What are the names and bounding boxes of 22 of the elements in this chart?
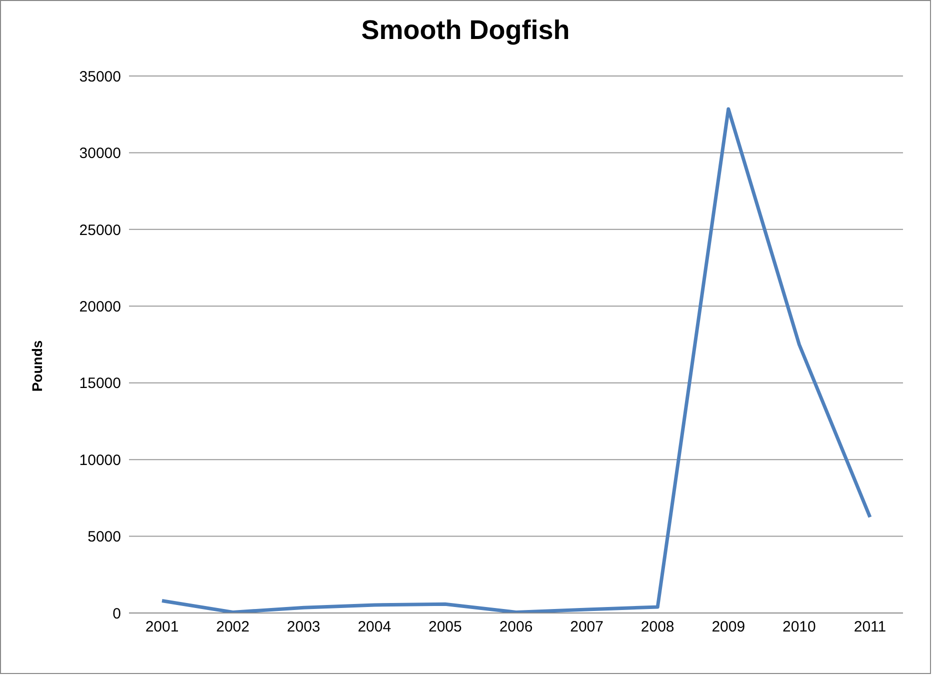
y-tick-label: 25000: [79, 222, 121, 239]
x-tick-label: 2011: [854, 618, 886, 636]
chart-title: Smooth Dogfish: [360, 15, 571, 46]
x-tick-label: 2009: [712, 618, 746, 636]
y-tick-label: 0: [112, 605, 121, 622]
line-series: [160, 107, 872, 613]
y-tick-label: 35000: [79, 68, 121, 86]
y-tick-label: 5000: [88, 528, 121, 546]
x-tick-label: 2004: [358, 618, 392, 636]
x-tick-label: 2008: [640, 618, 674, 636]
y-axis-title: Pounds: [29, 340, 45, 392]
x-tick-label: 2010: [782, 618, 816, 636]
x-tick-label: 2005: [428, 618, 462, 636]
x-tick-label: 2007: [570, 618, 604, 636]
y-tick-label: 20000: [79, 298, 121, 316]
x-tick-label: 2006: [499, 618, 533, 636]
y-tick-label: 10000: [79, 452, 121, 469]
x-tick-label: 2003: [286, 618, 320, 636]
y-tick-label: 15000: [79, 375, 121, 392]
y-tick-label: 30000: [79, 145, 121, 162]
x-tick-label: 2001: [145, 618, 179, 636]
x-tick-label: 2002: [216, 618, 250, 636]
